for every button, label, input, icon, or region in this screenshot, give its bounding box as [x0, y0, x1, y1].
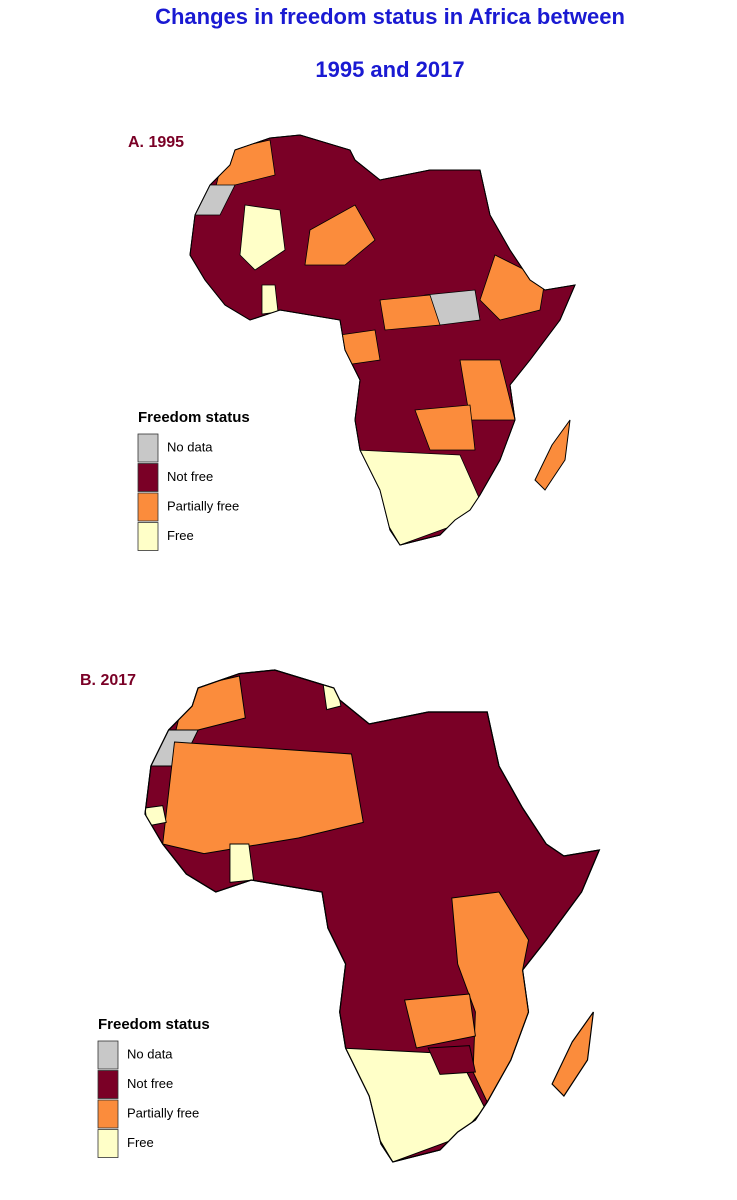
legend-label: Free	[167, 528, 194, 543]
legend-label: No data	[127, 1046, 173, 1061]
legend-swatch	[137, 522, 159, 551]
country	[404, 993, 476, 1049]
country	[427, 1045, 476, 1075]
panel-label: B. 2017	[80, 672, 136, 689]
country	[239, 204, 286, 271]
legend-swatch	[97, 1099, 119, 1129]
legend-swatch	[97, 1040, 119, 1070]
title-line-2: 1995 and 2017	[315, 57, 464, 82]
country	[304, 204, 376, 266]
africa-map	[144, 669, 601, 1163]
legend-label: Not free	[167, 469, 213, 484]
africa-map	[189, 134, 576, 546]
country	[229, 843, 255, 883]
madagascar	[534, 419, 571, 491]
title-line-1: Changes in freedom status in Africa betw…	[155, 4, 625, 29]
legend-label: Partially free	[167, 498, 239, 513]
country	[414, 404, 476, 451]
country	[379, 294, 441, 331]
legend-title: Freedom status	[98, 1016, 210, 1033]
country	[261, 284, 279, 315]
legend-label: Partially free	[127, 1105, 199, 1120]
legend-swatch	[137, 492, 159, 522]
legend-label: No data	[167, 439, 213, 454]
legend-label: Free	[127, 1135, 154, 1150]
legend-swatch	[137, 463, 159, 492]
legend-swatch	[137, 433, 159, 463]
country	[339, 329, 381, 366]
country	[354, 449, 481, 545]
africa-outline	[189, 134, 576, 546]
panel-label: A. 1995	[128, 134, 184, 151]
africa-outline	[144, 669, 601, 1163]
legend-swatch	[97, 1129, 119, 1158]
country-group	[145, 675, 529, 1163]
country	[145, 805, 167, 827]
legend-title: Freedom status	[138, 409, 250, 426]
legend-label: Not free	[127, 1076, 173, 1091]
madagascar	[551, 1011, 594, 1097]
legend-swatch	[97, 1070, 119, 1099]
